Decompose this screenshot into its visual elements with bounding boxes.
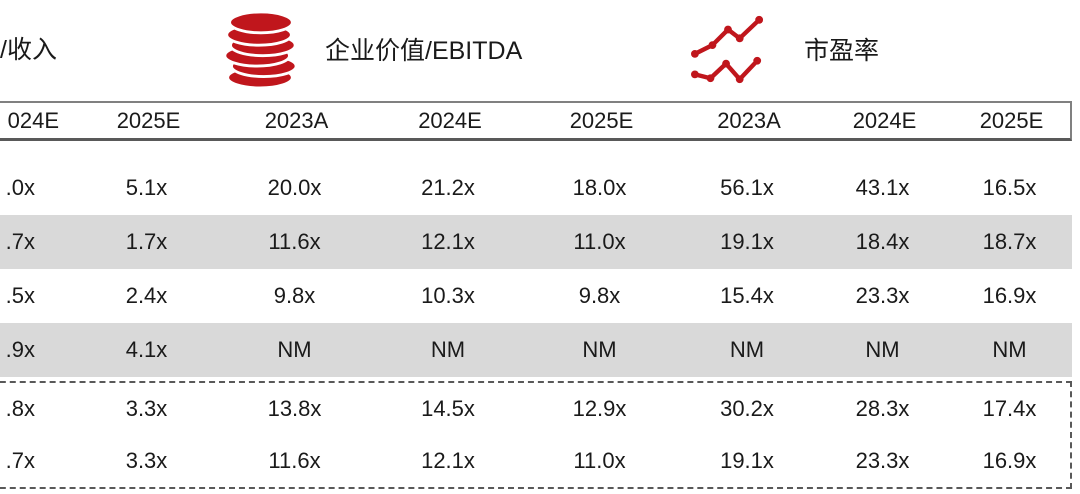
table-cell: NM <box>992 337 1027 362</box>
table-cell: 5.1x <box>125 175 168 200</box>
table-cell: 14.5x <box>421 396 475 421</box>
pe-ratio-label: 市盈率 <box>804 37 880 65</box>
table-cell: 23.3x <box>855 283 910 308</box>
column-header: 2025E <box>979 107 1044 133</box>
table-cell: 19.1x <box>720 448 774 473</box>
ev-ebitda-label: 企业价值/EBITDA <box>325 37 523 65</box>
table-cell: 56.1x <box>720 175 774 200</box>
ev-revenue-label: /收入 <box>0 36 57 64</box>
table-cell: 16.9x <box>982 283 1037 308</box>
summary-rows-box: .8x 3.3x 13.8x 14.5x 12.9x 30.2x 28.3x 17.4x .7x… <box>0 381 1072 489</box>
table-cell: 11.6x <box>268 229 321 254</box>
table-cell: 11.0x <box>573 448 626 473</box>
table-row: .9x 4.1x NM NM NM NM NM NM <box>0 323 1072 377</box>
table-cell: 18.0x <box>572 175 627 200</box>
table-cell: 23.3x <box>855 448 910 473</box>
table-cell: 1.7x <box>125 229 168 254</box>
table-cell: 9.8x <box>273 283 316 308</box>
coins-icon <box>222 6 298 92</box>
table-cell: 19.1x <box>720 229 774 254</box>
table-cell: .7x <box>5 448 35 473</box>
table-cell: NM <box>865 337 900 362</box>
column-header: 2025E <box>116 107 181 133</box>
table-cell: 20.0x <box>267 175 322 200</box>
table-row: .7x 1.7x 11.6x 12.1x 11.0x 19.1x 18.4x 18.7x <box>0 215 1072 269</box>
table-cell: 9.8x <box>578 283 621 308</box>
table-body: .0x 5.1x 20.0x 21.2x 18.0x 56.1x 43.1x 16.5x .7x… <box>0 161 1072 377</box>
table-cell: 10.3x <box>421 283 475 308</box>
column-header: 2023A <box>264 107 329 133</box>
table-cell: NM <box>729 337 765 362</box>
table-cell: NM <box>277 337 312 362</box>
table-cell: 12.1x <box>421 448 475 473</box>
table-cell: 30.2x <box>720 396 774 421</box>
table-cell: 28.3x <box>855 396 910 421</box>
table-cell: 21.2x <box>421 175 475 200</box>
table-cell: 12.1x <box>421 229 475 254</box>
table-cell: 11.6x <box>268 448 321 473</box>
table-cell: 13.8x <box>267 396 322 421</box>
table-cell: 15.4x <box>720 283 774 308</box>
table-cell: NM <box>582 337 617 362</box>
table-cell: 16.5x <box>982 175 1037 200</box>
table-cell: 16.9x <box>982 448 1037 473</box>
table-cell: .9x <box>5 337 35 362</box>
table-cell: 4.1x <box>125 337 168 362</box>
table-cell: 18.4x <box>855 229 910 254</box>
column-header: 2024E <box>852 107 917 133</box>
table-cell: .7x <box>5 229 35 254</box>
column-header: 024E <box>7 107 59 133</box>
column-header: 2025E <box>569 107 634 133</box>
table-row: .7x 3.3x 11.6x 12.1x 11.0x 19.1x 23.3x 16.9x <box>0 435 1070 487</box>
table-cell: .8x <box>5 396 35 421</box>
table-cell: 3.3x <box>125 448 168 473</box>
table-row: .0x 5.1x 20.0x 21.2x 18.0x 56.1x 43.1x 16.5x <box>0 161 1072 215</box>
table-cell: 12.9x <box>572 396 627 421</box>
table-row: .5x 2.4x 9.8x 10.3x 9.8x 15.4x 23.3x 16.9x <box>0 269 1072 323</box>
table-cell: NM <box>430 337 466 362</box>
valuation-table: 024E 2025E 2023A 2024E 2025E 2023A 2024E 2025E … <box>0 101 1072 489</box>
table-cell: .0x <box>5 175 35 200</box>
table-cell: 3.3x <box>125 396 168 421</box>
table-header-row: 024E 2025E 2023A 2024E 2025E 2023A 2024E 2025E <box>0 101 1072 141</box>
table-cell: 2.4x <box>125 283 168 308</box>
table-cell: 18.7x <box>982 229 1037 254</box>
table-cell: 43.1x <box>855 175 910 200</box>
column-header: 2024E <box>418 107 482 133</box>
table-cell: 17.4x <box>982 396 1037 421</box>
line-chart-icon <box>688 13 768 87</box>
column-header: 2023A <box>717 107 781 133</box>
table-cell: 11.0x <box>573 229 626 254</box>
table-row: .8x 3.3x 13.8x 14.5x 12.9x 30.2x 28.3x 17.4x <box>0 383 1070 435</box>
table-cell: .5x <box>5 283 35 308</box>
